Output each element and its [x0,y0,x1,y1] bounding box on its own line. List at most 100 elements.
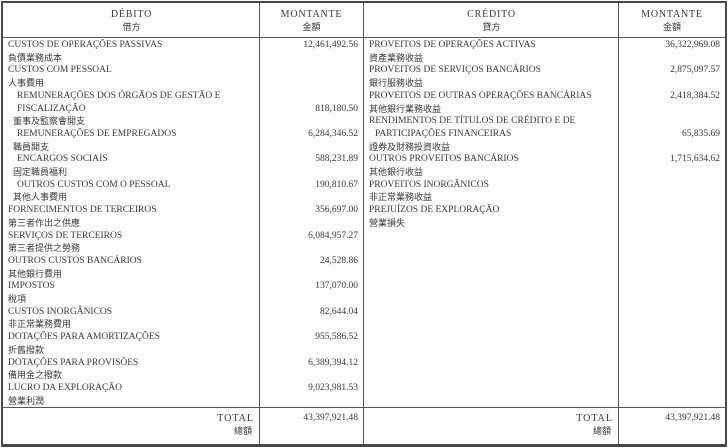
row-label-cn: 銀行服務收益 [369,78,424,89]
row-description-cell: PROVEITOS DE OPERAÇÕES ACTIVAS 資產業務收益 [364,39,619,64]
credit-header-row: CRÉDITO 貸方 MONTANTE 金額 [364,3,725,38]
row-amount: 137,070.00 [315,281,358,292]
row-label-cn: 負債業務成本 [8,52,63,63]
table-row: REMUNERAÇÕES DE EMPREGADOS 職員開支 6,284,346.… [3,128,363,153]
row-amount-cell: 955,586.52 [260,331,363,356]
row-amount: 6,284,346.52 [308,128,358,139]
table-row: CUSTOS INORGÂNICOS 非正常業務費用 82,644.04 [3,306,363,331]
row-amount: 6,084,957.27 [308,230,358,241]
debit-total-label-cell: TOTAL 總額 [3,408,260,444]
row-amount: 24,528.86 [320,255,358,266]
table-row: PROVEITOS INORGÂNICOS 非正常業務收益 [364,179,725,204]
table-row: OUTROS PROVEITOS BANCÁRIOS 其他銀行收益 1,715,63… [364,153,725,178]
row-label-cn: 第三者提供之勞務 [8,243,81,254]
credit-total-row: TOTAL 總額 43,397,921.48 [364,407,725,444]
debit-total-row: TOTAL 總額 43,397,921.48 [3,407,363,444]
table-row: LUCRO DA EXPLORAÇÃO 營業利潤 9,023,981.53 [3,382,363,407]
row-label-pt: REMUNERAÇÕES DE EMPREGADOS [17,128,177,139]
row-description-cell: OUTROS PROVEITOS BANCÁRIOS 其他銀行收益 [364,153,619,178]
table-row: ENCARGOS SOCIAIS 固定職員福利 588,231.89 [3,153,363,178]
row-description-cell: PROVEITOS DE SERVIÇOS BANCÁRIOS 銀行服務收益 [364,64,619,89]
row-label-cn: 董事及監察會開支 [13,116,86,127]
row-description-cell: REMUNERAÇÕES DE EMPREGADOS 職員開支 [3,128,260,153]
credit-amount-title-pt: MONTANTE [641,9,703,20]
row-amount-cell: 1,715,634.62 [619,153,725,178]
credit-total-label-pt: TOTAL [576,413,613,424]
row-label-cn: 折舊撥款 [8,344,45,355]
credit-section: CRÉDITO 貸方 MONTANTE 金額 PROVEITOS DE OPER… [363,3,725,444]
row-label-pt: ENCARGOS SOCIAIS [17,154,108,165]
row-amount-cell: 818,180.50 [260,90,363,128]
row-description-cell: PROVEITOS INORGÂNICOS 非正常業務收益 [364,179,619,204]
table-row: RENDIMENTOS DE TÍTULOS DE CRÉDITO E DE PA… [364,115,725,153]
credit-total-label-cn: 總額 [592,426,611,436]
row-label-pt: SERVIÇOS DE TERCEIROS [8,230,123,241]
row-amount-cell: 190,810.67 [260,179,363,204]
row-amount-cell: 137,070.00 [260,280,363,305]
table-row: SERVIÇOS DE TERCEIROS 第三者提供之勞務 6,084,957.2… [3,230,363,255]
row-description-cell: FORNECIMENTOS DE TERCEIROS 第三者作出之供應 [3,204,260,229]
row-label-pt: FISCALIZAÇÃO [17,103,86,114]
debit-header-cell: DÉBITO 借方 [3,3,260,37]
row-description-cell: DOTAÇÕES PARA PROVISÕES 備用金之撥款 [3,357,260,382]
row-description-cell: RENDIMENTOS DE TÍTULOS DE CRÉDITO E DE PA… [364,115,619,153]
row-label-cn: 非正常業務費用 [8,319,72,330]
credit-amount-column-divider [618,3,619,444]
row-amount: 955,586.52 [315,332,358,343]
row-amount-cell: 2,418,384.52 [619,90,725,115]
row-amount-cell: 588,231.89 [260,153,363,178]
row-label-pt: REMUNERAÇÕES DOS ÓRGÃOS DE GESTÃO E [17,90,221,101]
row-label-pt: PARTICIPAÇÕES FINANCEIRAS [375,128,512,139]
table-row: DOTAÇÕES PARA AMORTIZAÇÕES 折舊撥款 955,586.52 [3,331,363,356]
row-label-pt: LUCRO DA EXPLORAÇÃO [8,382,123,393]
row-label-cn: 其他人事費用 [13,192,68,203]
row-description-cell: CUSTOS DE OPERAÇÕES PASSIVAS 負債業務成本 [3,39,260,64]
row-amount: 65,835.69 [682,128,720,139]
row-amount-cell: 9,023,981.53 [260,382,363,407]
row-label-pt: PREJUÍZOS DE EXPLORAÇÃO [369,205,500,216]
row-amount: 9,023,981.53 [308,382,358,393]
row-label-pt: CUSTOS INORGÂNICOS [8,306,113,317]
row-label-cn: 職員開支 [13,141,50,152]
row-description-cell: CUSTOS COM PESSOAL 人事費用 [3,64,260,89]
debit-amount-column-divider [259,3,260,444]
row-label-cn: 稅項 [8,294,27,305]
row-label-cn: 備用金之撥款 [8,370,63,381]
credit-rows: PROVEITOS DE OPERAÇÕES ACTIVAS 資產業務收益 36,3… [364,38,725,407]
row-amount-cell: 2,875,097.57 [619,64,725,89]
table-row: REMUNERAÇÕES DOS ÓRGÃOS DE GESTÃO E FISCA… [3,90,363,128]
empty-space [364,230,725,407]
row-amount-cell: 6,084,957.27 [260,230,363,255]
row-label-pt: OUTROS PROVEITOS BANCÁRIOS [369,154,519,165]
row-description-cell: SERVIÇOS DE TERCEIROS 第三者提供之勞務 [3,230,260,255]
row-description-cell: PROVEITOS DE OUTRAS OPERAÇÕES BANCÁRIAS 其… [364,90,619,115]
row-amount-cell [260,64,363,89]
row-description-cell: CUSTOS INORGÂNICOS 非正常業務費用 [3,306,260,331]
row-amount-cell: 356,697.00 [260,204,363,229]
row-label-pt: FORNECIMENTOS DE TERCEIROS [8,205,157,216]
row-label-pt: PROVEITOS DE SERVIÇOS BANCÁRIOS [369,65,541,76]
row-label-cn: 其他銀行業務收益 [369,103,442,114]
row-description-cell: OUTROS CUSTOS BANCÁRIOS 其他銀行費用 [3,255,260,280]
row-amount: 190,810.67 [315,179,358,190]
row-description-cell: LUCRO DA EXPLORAÇÃO 營業利潤 [3,382,260,407]
row-amount-cell [619,179,725,204]
row-amount: 818,180.50 [315,103,358,114]
debit-total-label-pt: TOTAL [217,413,254,424]
row-label-cn: 其他銀行收益 [369,167,424,178]
row-label-pt: IMPOSTOS [8,281,55,292]
row-amount: 2,418,384.52 [670,90,720,101]
credit-total-amount-cell: 43,397,921.48 [619,408,725,444]
row-amount: 588,231.89 [315,154,358,165]
row-label-cn: 人事費用 [8,78,45,89]
row-amount: 82,644.04 [320,306,358,317]
debit-title-cn: 借方 [122,22,141,32]
row-amount-cell: 65,835.69 [619,115,725,153]
table-row: OUTROS CUSTOS BANCÁRIOS 其他銀行費用 24,528.86 [3,255,363,280]
row-amount-cell: 82,644.04 [260,306,363,331]
debit-amount-title-pt: MONTANTE [280,9,343,20]
row-label-pt: OUTROS CUSTOS BANCÁRIOS [8,255,142,266]
credit-total-label-cell: TOTAL 總額 [364,408,619,444]
row-label-pt: PROVEITOS INORGÂNICOS [369,179,489,190]
